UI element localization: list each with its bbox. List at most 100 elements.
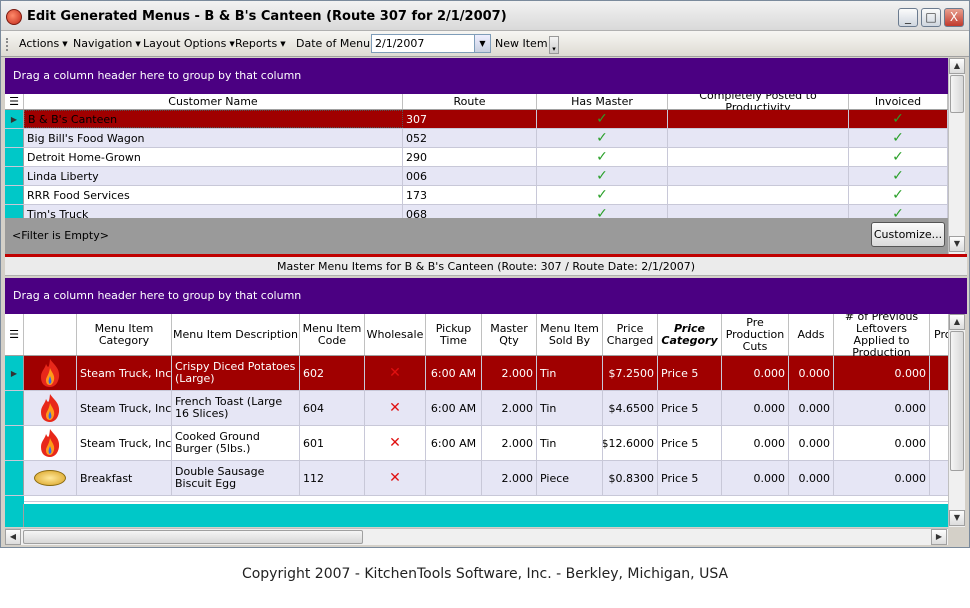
column-menu-item-description[interactable]: Menu Item Description [172,314,300,355]
category-cell[interactable]: Steam Truck, Inc. [77,391,172,425]
scroll-up-icon[interactable]: ▲ [949,314,965,330]
adds-cell[interactable]: 0.000 [789,461,834,495]
leftovers-cell[interactable]: 0.000 [834,461,930,495]
pickup-time-cell[interactable]: 6:00 AM [426,391,482,425]
toolbar-grip[interactable] [6,38,9,51]
scroll-down-icon[interactable]: ▼ [949,510,965,526]
title-bar[interactable]: Edit Generated Menus - B & B's Canteen (… [1,1,969,31]
column-chooser-icon[interactable]: ☰ [5,94,24,109]
column-leftovers[interactable]: # of Previous Leftovers Applied to Produ… [834,314,930,358]
column-pickup-time[interactable]: Pickup Time [426,314,482,355]
invoiced-cell[interactable]: ✓ [849,110,948,128]
invoiced-cell[interactable]: ✓ [849,129,948,147]
row-indicator[interactable] [5,391,24,425]
row-indicator[interactable] [5,167,24,185]
sold-by-cell[interactable]: Tin [537,356,603,390]
leftovers-cell[interactable]: 0.000 [834,426,930,460]
pre-production-cuts-cell[interactable]: 0.000 [722,391,789,425]
actions-menu[interactable]: Actions ▼ [19,37,68,50]
app-icon[interactable] [6,9,22,25]
master-qty-cell[interactable]: 2.000 [482,391,537,425]
row-indicator[interactable] [5,461,24,495]
code-cell[interactable]: 604 [300,391,365,425]
pre-production-cuts-cell[interactable]: 0.000 [722,461,789,495]
wholesale-cell[interactable]: ✕ [365,426,426,460]
more-cell[interactable] [930,461,948,495]
price-charged-cell[interactable]: $0.8300 [603,461,658,495]
posted-cell[interactable] [668,129,849,147]
scroll-right-icon[interactable]: ▶ [931,529,947,545]
more-cell[interactable] [930,356,948,390]
posted-cell[interactable] [668,186,849,204]
close-button[interactable]: X [944,8,964,27]
panel-splitter[interactable] [5,254,967,257]
pre-production-cuts-cell[interactable]: 0.000 [722,426,789,460]
route-cell[interactable]: 173 [403,186,537,204]
minimize-button[interactable]: _ [898,8,918,27]
description-cell[interactable]: Cooked Ground Burger (5lbs.) [172,426,300,460]
row-indicator[interactable] [5,426,24,460]
customer-row[interactable]: Detroit Home-Grown 290 ✓ ✓ [5,148,948,167]
customer-row[interactable]: Tim's Truck 068 ✓ ✓ [5,205,948,218]
customer-row[interactable]: Big Bill's Food Wagon 052 ✓ ✓ [5,129,948,148]
row-indicator[interactable] [5,129,24,147]
customer-name-cell[interactable]: Big Bill's Food Wagon [24,129,403,147]
customer-name-cell[interactable]: Linda Liberty [24,167,403,185]
has-master-cell[interactable]: ✓ [537,129,668,147]
maximize-button[interactable]: □ [921,8,941,27]
column-menu-item-code[interactable]: Menu Item Code [300,314,365,355]
row-indicator[interactable] [5,186,24,204]
date-of-menu-field[interactable]: 2/1/2007 ▼ [371,34,491,53]
price-category-cell[interactable]: Price 5 [658,356,722,390]
more-cell[interactable] [930,391,948,425]
menu-item-row[interactable]: Breakfast Double Sausage Biscuit Egg 112 ✕ 2… [5,461,948,496]
code-cell[interactable]: 112 [300,461,365,495]
current-row-arrow-icon[interactable]: ▶ [5,356,24,390]
navigation-menu[interactable]: Navigation ▼ [73,37,141,50]
column-customer-name[interactable]: Customer Name [24,94,403,109]
master-group-by-area[interactable]: Drag a column header here to group by th… [5,278,967,314]
posted-cell[interactable] [668,167,849,185]
pickup-time-cell[interactable]: 6:00 AM [426,356,482,390]
customer-name-cell[interactable]: B & B's Canteen [24,110,403,128]
customer-row[interactable]: Linda Liberty 006 ✓ ✓ [5,167,948,186]
description-cell[interactable]: French Toast (Large 16 Slices) [172,391,300,425]
has-master-cell[interactable]: ✓ [537,110,668,128]
scroll-thumb[interactable] [950,75,964,113]
customize-button[interactable]: Customize... [871,222,945,247]
invoiced-cell[interactable]: ✓ [849,148,948,166]
column-icon[interactable] [24,314,77,355]
has-master-cell[interactable]: ✓ [537,186,668,204]
column-has-master[interactable]: Has Master [537,94,668,109]
price-category-cell[interactable]: Price 5 [658,391,722,425]
pickup-time-cell[interactable]: 6:00 AM [426,426,482,460]
posted-cell[interactable] [668,148,849,166]
customer-name-cell[interactable]: RRR Food Services [24,186,403,204]
posted-cell[interactable] [668,110,849,128]
category-cell[interactable]: Breakfast [77,461,172,495]
invoiced-cell[interactable]: ✓ [849,167,948,185]
reports-menu[interactable]: Reports ▼ [235,37,286,50]
scroll-thumb[interactable] [23,530,363,544]
posted-cell[interactable] [668,205,849,218]
category-cell[interactable]: Steam Truck, Inc. [77,426,172,460]
menu-item-row[interactable] [5,496,948,502]
adds-cell[interactable]: 0.000 [789,356,834,390]
column-price-category[interactable]: Price Category [658,314,722,355]
has-master-cell[interactable]: ✓ [537,205,668,218]
scroll-thumb[interactable] [950,331,964,471]
customer-name-cell[interactable]: Detroit Home-Grown [24,148,403,166]
price-category-cell[interactable]: Price 5 [658,461,722,495]
wholesale-cell[interactable]: ✕ [365,461,426,495]
column-more[interactable]: Pro [930,314,948,355]
customer-name-cell[interactable]: Tim's Truck [24,205,403,218]
wholesale-cell[interactable]: ✕ [365,391,426,425]
sold-by-cell[interactable]: Tin [537,426,603,460]
scroll-left-icon[interactable]: ◀ [5,529,21,545]
menu-item-row[interactable]: Steam Truck, Inc. Cooked Ground Burger (5… [5,426,948,461]
sold-by-cell[interactable]: Tin [537,391,603,425]
column-wholesale[interactable]: Wholesale [365,314,426,355]
column-invoiced[interactable]: Invoiced [849,94,948,109]
price-category-cell[interactable]: Price 5 [658,426,722,460]
row-indicator[interactable] [5,148,24,166]
